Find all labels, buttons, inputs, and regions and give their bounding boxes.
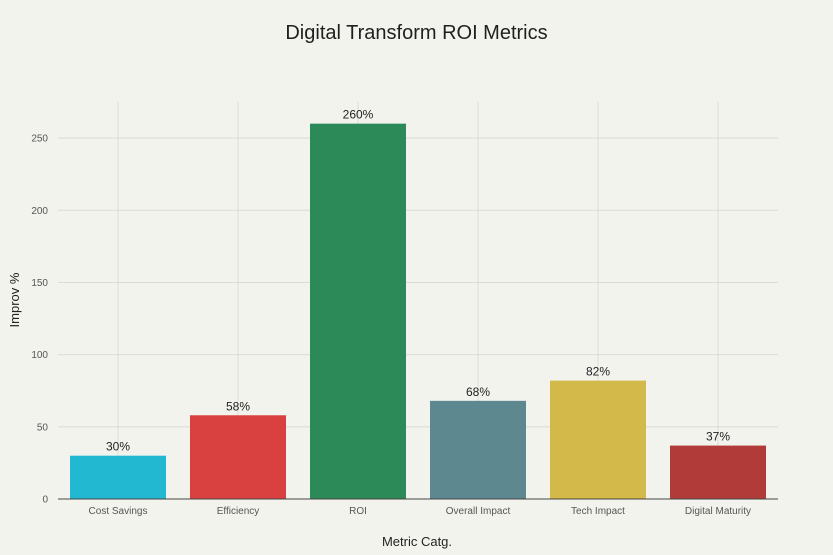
- data-label: 58%: [226, 399, 250, 413]
- bar-layer: [70, 123, 766, 500]
- bar-digital-maturity[interactable]: [670, 445, 766, 499]
- y-tick-label: 100: [31, 350, 48, 361]
- y-tick-label: 0: [42, 495, 48, 506]
- label-layer: 0 50 100 150 200 250 30% Cost Savings 58% Efficie…: [31, 108, 751, 517]
- data-label: 260%: [343, 108, 374, 122]
- bar-roi[interactable]: [310, 123, 406, 500]
- data-label: 37%: [706, 430, 730, 444]
- data-label: 82%: [586, 365, 610, 379]
- bar-cost-savings[interactable]: [70, 455, 166, 499]
- x-tick-label: Tech Impact: [571, 506, 625, 517]
- y-tick-label: 200: [31, 206, 48, 217]
- data-label: 30%: [106, 440, 130, 454]
- x-axis-title: Metric Catg.: [382, 534, 452, 549]
- grid-layer: [58, 102, 778, 499]
- bar-tech-impact[interactable]: [550, 380, 646, 499]
- data-label: 68%: [466, 385, 490, 399]
- x-tick-label: Cost Savings: [89, 506, 148, 517]
- x-tick-label: ROI: [349, 506, 367, 517]
- x-tick-label: Efficiency: [217, 506, 260, 517]
- x-tick-label: Digital Maturity: [685, 506, 751, 517]
- y-tick-label: 150: [31, 278, 48, 289]
- chart-title: Digital Transform ROI Metrics: [285, 22, 548, 44]
- bar-efficiency[interactable]: [190, 415, 286, 499]
- bar-overall-impact[interactable]: [430, 400, 526, 499]
- y-tick-label: 250: [31, 134, 48, 145]
- y-axis-title: Improv %: [7, 272, 22, 327]
- x-tick-label: Overall Impact: [446, 506, 511, 517]
- y-tick-label: 50: [37, 422, 49, 433]
